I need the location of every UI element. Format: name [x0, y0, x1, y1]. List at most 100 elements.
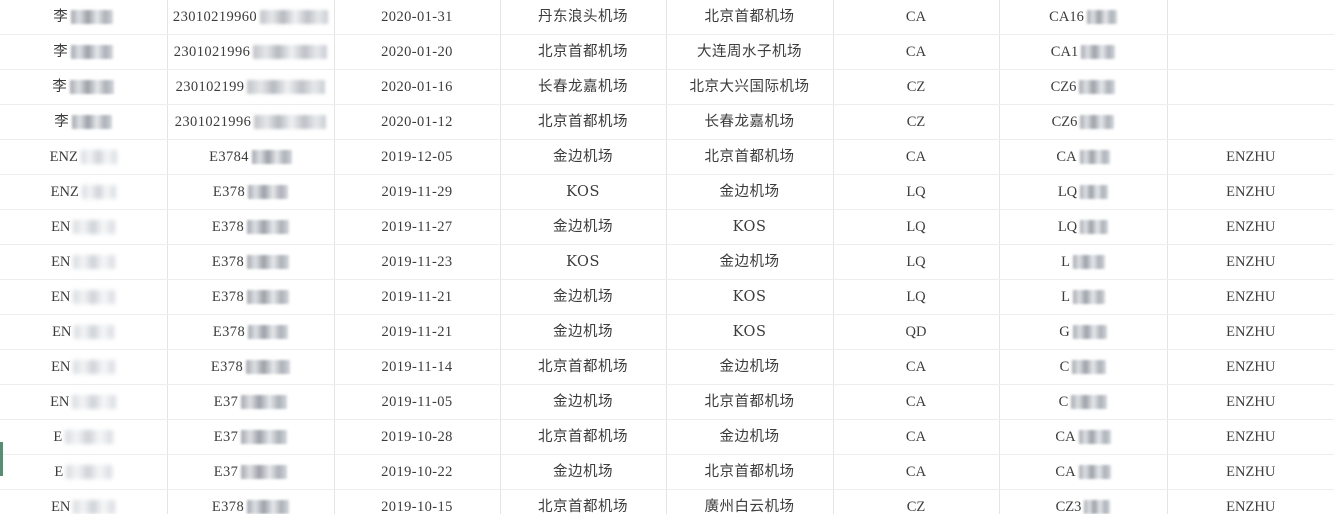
cell-date[interactable]: 2019-11-23 [334, 244, 501, 280]
cell-departure-airport[interactable]: 北京首都机场 [500, 349, 667, 385]
cell-id-number[interactable]: 2301021996 [167, 104, 335, 140]
cell-departure-airport[interactable]: 金边机场 [500, 139, 667, 175]
cell-id-number[interactable]: E378 [167, 314, 335, 350]
cell-id-number[interactable]: E3784 [167, 139, 335, 175]
cell-airline-code[interactable]: CA [833, 419, 1000, 455]
cell-airline-code[interactable]: CA [833, 34, 1000, 70]
cell-id-number[interactable]: E378 [167, 174, 335, 210]
cell-date[interactable]: 2020-01-20 [334, 34, 501, 70]
cell-id-number[interactable]: E378 [167, 244, 335, 280]
cell-airline-code[interactable]: LQ [833, 244, 1000, 280]
cell-flight-number[interactable]: LQ [999, 209, 1168, 245]
cell-name[interactable]: EN [0, 244, 168, 280]
cell-airline-code[interactable]: LQ [833, 209, 1000, 245]
table-row[interactable]: EN E378 2019-11-21 金边机场 KOS LQ L ENZHU [0, 279, 1334, 315]
table-row[interactable]: 李 230102199 2020-01-16 长春龙嘉机场 北京大兴国际机场 CZ CZ6 [0, 69, 1334, 105]
cell-arrival-airport[interactable]: 北京首都机场 [666, 139, 834, 175]
table-row[interactable]: EN E378 2019-11-23 KOS 金边机场 LQ L ENZHU [0, 244, 1334, 280]
table-row[interactable]: ENZ E378 2019-11-29 KOS 金边机场 LQ LQ ENZHU [0, 174, 1334, 210]
cell-tag[interactable] [1167, 69, 1334, 105]
cell-tag[interactable]: ENZHU [1167, 419, 1334, 455]
cell-arrival-airport[interactable]: 北京首都机场 [666, 384, 834, 420]
cell-tag[interactable]: ENZHU [1167, 454, 1334, 490]
cell-name[interactable]: EN [0, 349, 168, 385]
cell-airline-code[interactable]: QD [833, 314, 1000, 350]
cell-flight-number[interactable]: C [999, 349, 1168, 385]
cell-tag[interactable]: ENZHU [1167, 384, 1334, 420]
cell-tag[interactable] [1167, 34, 1334, 70]
table-row[interactable]: 李 23010219960 2020-01-31 丹东浪头机场 北京首都机场 CA CA16 [0, 0, 1334, 35]
cell-tag[interactable]: ENZHU [1167, 349, 1334, 385]
table-row[interactable]: 李 2301021996 2020-01-20 北京首都机场 大连周水子机场 CA CA1 [0, 34, 1334, 70]
cell-id-number[interactable]: 230102199 [167, 69, 335, 105]
cell-airline-code[interactable]: LQ [833, 279, 1000, 315]
cell-arrival-airport[interactable]: 金边机场 [666, 174, 834, 210]
cell-date[interactable]: 2019-12-05 [334, 139, 501, 175]
cell-name[interactable]: EN [0, 209, 168, 245]
cell-flight-number[interactable]: C [999, 384, 1168, 420]
cell-flight-number[interactable]: CZ3 [999, 489, 1168, 514]
cell-name[interactable]: 李 [0, 69, 168, 105]
cell-departure-airport[interactable]: 金边机场 [500, 314, 667, 350]
cell-date[interactable]: 2019-10-15 [334, 489, 501, 514]
cell-date[interactable]: 2019-10-28 [334, 419, 501, 455]
cell-arrival-airport[interactable]: KOS [666, 209, 834, 245]
cell-id-number[interactable]: E37 [167, 454, 335, 490]
cell-tag[interactable] [1167, 0, 1334, 35]
cell-date[interactable]: 2020-01-12 [334, 104, 501, 140]
cell-name[interactable]: ENZ [0, 139, 168, 175]
cell-flight-number[interactable]: CA [999, 419, 1168, 455]
cell-name[interactable]: EN [0, 384, 168, 420]
cell-departure-airport[interactable]: KOS [500, 174, 667, 210]
cell-departure-airport[interactable]: 金边机场 [500, 279, 667, 315]
cell-flight-number[interactable]: G [999, 314, 1168, 350]
cell-airline-code[interactable]: CZ [833, 69, 1000, 105]
cell-date[interactable]: 2019-11-21 [334, 314, 501, 350]
cell-departure-airport[interactable]: 北京首都机场 [500, 419, 667, 455]
cell-flight-number[interactable]: CZ6 [999, 69, 1168, 105]
cell-departure-airport[interactable]: 金边机场 [500, 384, 667, 420]
cell-name[interactable]: E [0, 419, 168, 455]
cell-date[interactable]: 2019-11-29 [334, 174, 501, 210]
cell-arrival-airport[interactable]: 金边机场 [666, 244, 834, 280]
cell-tag[interactable]: ENZHU [1167, 279, 1334, 315]
cell-date[interactable]: 2020-01-16 [334, 69, 501, 105]
cell-airline-code[interactable]: CA [833, 454, 1000, 490]
table-row[interactable]: E E37 2019-10-28 北京首都机场 金边机场 CA CA ENZHU [0, 419, 1334, 455]
table-row[interactable]: ENZ E3784 2019-12-05 金边机场 北京首都机场 CA CA ENZHU [0, 139, 1334, 175]
cell-tag[interactable] [1167, 104, 1334, 140]
cell-departure-airport[interactable]: KOS [500, 244, 667, 280]
cell-arrival-airport[interactable]: 北京首都机场 [666, 0, 834, 35]
cell-arrival-airport[interactable]: 金边机场 [666, 349, 834, 385]
cell-date[interactable]: 2019-10-22 [334, 454, 501, 490]
table-row[interactable]: EN E378 2019-11-27 金边机场 KOS LQ LQ ENZHU [0, 209, 1334, 245]
cell-tag[interactable]: ENZHU [1167, 209, 1334, 245]
cell-id-number[interactable]: E378 [167, 209, 335, 245]
cell-arrival-airport[interactable]: 北京大兴国际机场 [666, 69, 834, 105]
cell-arrival-airport[interactable]: KOS [666, 314, 834, 350]
cell-flight-number[interactable]: CA1 [999, 34, 1168, 70]
cell-airline-code[interactable]: CA [833, 0, 1000, 35]
table-row[interactable]: E E37 2019-10-22 金边机场 北京首都机场 CA CA ENZHU [0, 454, 1334, 490]
cell-arrival-airport[interactable]: 金边机场 [666, 419, 834, 455]
table-row[interactable]: EN E378 2019-11-14 北京首都机场 金边机场 CA C ENZHU [0, 349, 1334, 385]
cell-departure-airport[interactable]: 北京首都机场 [500, 104, 667, 140]
cell-flight-number[interactable]: LQ [999, 174, 1168, 210]
cell-date[interactable]: 2020-01-31 [334, 0, 501, 35]
cell-departure-airport[interactable]: 北京首都机场 [500, 489, 667, 514]
cell-id-number[interactable]: E378 [167, 279, 335, 315]
cell-name[interactable]: EN [0, 279, 168, 315]
cell-tag[interactable]: ENZHU [1167, 174, 1334, 210]
cell-airline-code[interactable]: CA [833, 349, 1000, 385]
cell-arrival-airport[interactable]: 北京首都机场 [666, 454, 834, 490]
cell-date[interactable]: 2019-11-14 [334, 349, 501, 385]
cell-arrival-airport[interactable]: KOS [666, 279, 834, 315]
cell-arrival-airport[interactable]: 廣州白云机场 [666, 489, 834, 514]
cell-arrival-airport[interactable]: 大连周水子机场 [666, 34, 834, 70]
cell-airline-code[interactable]: LQ [833, 174, 1000, 210]
cell-id-number[interactable]: E378 [167, 489, 335, 514]
cell-name[interactable]: EN [0, 314, 168, 350]
cell-tag[interactable]: ENZHU [1167, 139, 1334, 175]
cell-airline-code[interactable]: CA [833, 139, 1000, 175]
table-row[interactable]: EN E378 2019-11-21 金边机场 KOS QD G ENZHU [0, 314, 1334, 350]
